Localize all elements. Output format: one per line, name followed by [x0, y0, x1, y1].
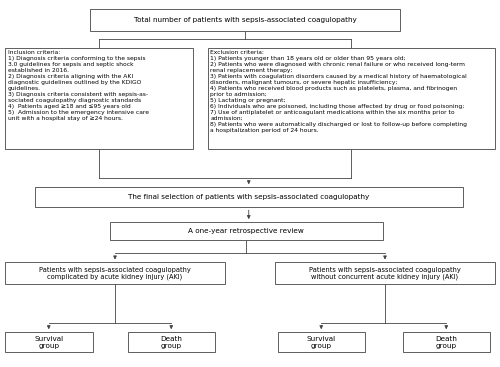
FancyBboxPatch shape: [5, 332, 92, 352]
Text: Exclusion criteria:
1) Patients younger than 18 years old or older than 95 years: Exclusion criteria: 1) Patients younger …: [210, 50, 468, 133]
Text: A one-year retrospective review: A one-year retrospective review: [188, 228, 304, 234]
Text: Death
group: Death group: [436, 335, 457, 349]
FancyBboxPatch shape: [128, 332, 215, 352]
FancyBboxPatch shape: [208, 48, 495, 149]
Text: Survival
group: Survival group: [306, 335, 336, 349]
FancyBboxPatch shape: [402, 332, 490, 352]
Text: Patients with sepsis-associated coagulopathy
complicated by acute kidney injury : Patients with sepsis-associated coagulop…: [39, 266, 191, 280]
FancyBboxPatch shape: [110, 222, 382, 240]
FancyBboxPatch shape: [90, 9, 400, 31]
Text: Inclusion criteria:
1) Diagnosis criteria conforming to the sepsis
3.0 guideline: Inclusion criteria: 1) Diagnosis criteri…: [8, 50, 149, 121]
FancyBboxPatch shape: [5, 262, 225, 284]
Text: Death
group: Death group: [160, 335, 182, 349]
FancyBboxPatch shape: [278, 332, 365, 352]
Text: The final selection of patients with sepsis-associated coagulopathy: The final selection of patients with sep…: [128, 194, 370, 200]
FancyBboxPatch shape: [35, 187, 462, 207]
Text: Survival
group: Survival group: [34, 335, 64, 349]
FancyBboxPatch shape: [5, 48, 192, 149]
Text: Patients with sepsis-associated coagulopathy
without concurrent acute kidney inj: Patients with sepsis-associated coagulop…: [309, 266, 461, 280]
Text: Total number of patients with sepsis-associated coagulopathy: Total number of patients with sepsis-ass…: [134, 17, 356, 23]
FancyBboxPatch shape: [275, 262, 495, 284]
